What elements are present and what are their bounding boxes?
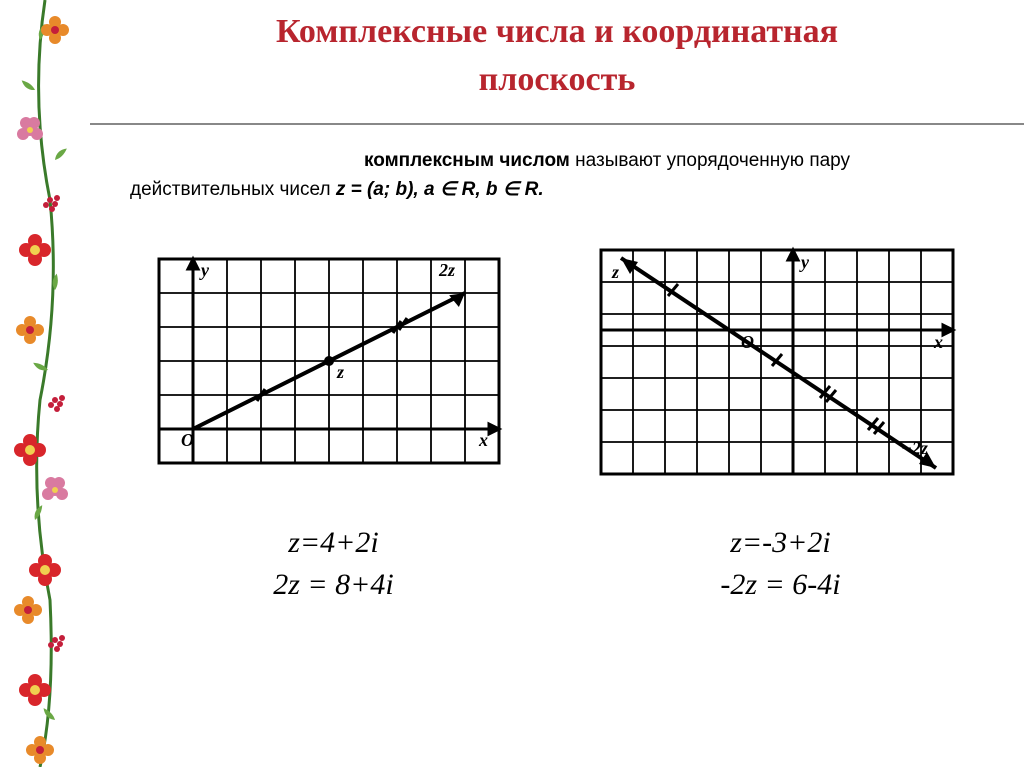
chart1-equations: z=4+2i 2z = 8+4i — [273, 522, 394, 606]
svg-text:O: O — [741, 332, 754, 352]
eq1-line1: z=4+2i — [273, 522, 394, 564]
chart2-equations: z=-3+2i -2z = 6-4i — [720, 522, 840, 606]
definition-text: комплексным числом называют упорядоченну… — [90, 137, 1024, 234]
svg-text:−2z: −2z — [901, 438, 928, 458]
def-formula: z = (a; b), a ∈ R, b ∈ R. — [336, 179, 544, 200]
svg-text:y: y — [199, 260, 210, 280]
svg-text:z: z — [336, 362, 344, 382]
svg-text:x: x — [933, 332, 943, 352]
def-part2: называют упорядоченную пару — [570, 150, 850, 171]
svg-text:x: x — [478, 430, 488, 450]
svg-text:z: z — [611, 262, 619, 282]
chart2-block: O y x z −2z z=-3+2i -2z = 6-4i — [586, 234, 976, 606]
page-title: Комплексные числа и координатная плоскос… — [90, 0, 1024, 125]
title-line1: Комплексные числа и координатная — [276, 13, 838, 50]
eq2-line1: z=-3+2i — [720, 522, 840, 564]
svg-text:O: O — [181, 430, 194, 450]
svg-text:y: y — [799, 252, 810, 272]
def-part3: действительных чисел — [130, 179, 336, 200]
content-area: Комплексные числа и координатная плоскос… — [90, 0, 1024, 767]
svg-text:2z: 2z — [438, 260, 455, 280]
charts-row: O y x z 2z z=4+2i 2z = 8+4i — [90, 234, 1024, 606]
eq2-line2: -2z = 6-4i — [720, 564, 840, 606]
floral-border — [0, 0, 90, 767]
chart1: O y x z 2z — [139, 234, 529, 494]
eq1-line2: 2z = 8+4i — [273, 564, 394, 606]
chart1-block: O y x z 2z z=4+2i 2z = 8+4i — [139, 234, 529, 606]
chart2: O y x z −2z — [586, 234, 976, 494]
title-line2: плоскость — [479, 61, 636, 98]
def-part1: комплексным числом — [364, 150, 570, 171]
